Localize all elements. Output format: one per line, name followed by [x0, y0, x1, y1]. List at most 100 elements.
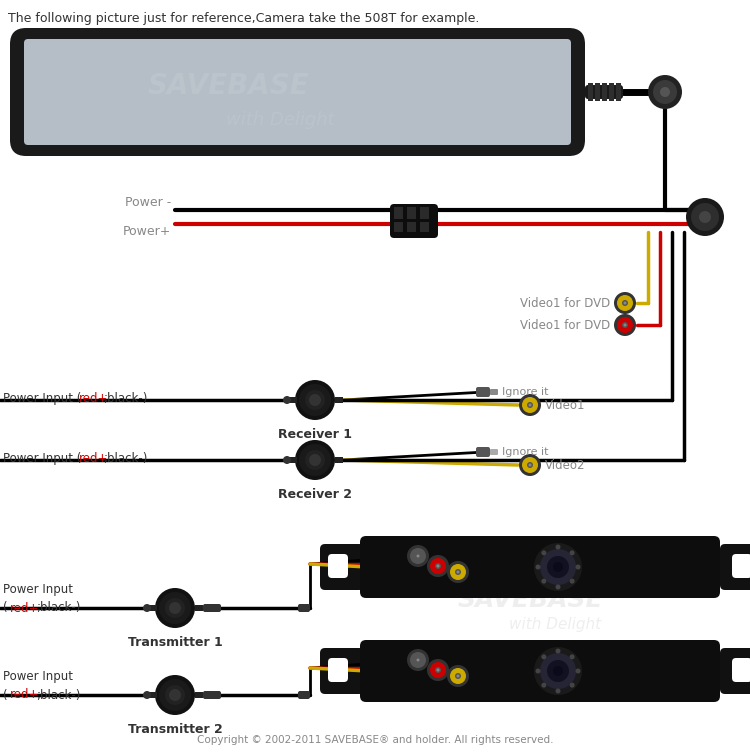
Circle shape [305, 450, 325, 470]
FancyBboxPatch shape [360, 536, 720, 598]
Circle shape [159, 592, 191, 624]
Text: Transmitter 1: Transmitter 1 [128, 636, 222, 649]
Circle shape [617, 295, 633, 311]
Text: Power Input (: Power Input ( [3, 392, 81, 404]
FancyBboxPatch shape [490, 389, 498, 395]
Circle shape [547, 660, 569, 682]
Text: SAVEBASE: SAVEBASE [458, 588, 603, 612]
FancyBboxPatch shape [298, 604, 310, 612]
Circle shape [570, 578, 574, 584]
Bar [394, 222, 403, 232]
Circle shape [614, 292, 636, 314]
Circle shape [295, 380, 335, 420]
Text: Ignore it: Ignore it [502, 387, 548, 397]
Text: Video1 for DVD: Video1 for DVD [520, 297, 610, 309]
Circle shape [622, 322, 628, 328]
Circle shape [436, 669, 439, 672]
Text: Power Input (: Power Input ( [3, 452, 81, 465]
Circle shape [407, 649, 429, 671]
Circle shape [522, 397, 538, 413]
Text: red+: red+ [79, 452, 108, 465]
Circle shape [450, 668, 466, 684]
Text: Ignore it: Ignore it [502, 447, 548, 457]
Circle shape [648, 75, 682, 109]
FancyBboxPatch shape [328, 554, 348, 578]
Circle shape [283, 396, 291, 404]
Circle shape [534, 543, 582, 591]
Circle shape [457, 675, 460, 678]
Bar [407, 207, 416, 219]
Text: with Delight: with Delight [509, 617, 601, 633]
Circle shape [299, 384, 331, 416]
Circle shape [169, 689, 181, 701]
FancyBboxPatch shape [390, 204, 438, 238]
Circle shape [143, 604, 151, 612]
Bar [147, 605, 157, 611]
Circle shape [415, 553, 421, 559]
Bar [147, 692, 157, 698]
Circle shape [410, 652, 426, 668]
FancyBboxPatch shape [328, 658, 348, 682]
Bar [287, 397, 297, 403]
Bar [335, 457, 343, 463]
FancyBboxPatch shape [720, 648, 750, 694]
FancyBboxPatch shape [585, 85, 623, 99]
FancyBboxPatch shape [320, 544, 364, 590]
Text: (: ( [3, 602, 8, 614]
Circle shape [447, 665, 469, 687]
Circle shape [299, 444, 331, 476]
FancyBboxPatch shape [476, 387, 490, 397]
Circle shape [556, 544, 560, 550]
Text: Power Input: Power Input [3, 670, 73, 683]
Bar [420, 222, 429, 232]
Text: The following picture just for reference,Camera take the 508T for example.: The following picture just for reference… [8, 12, 479, 25]
Bar [195, 605, 203, 611]
Circle shape [455, 673, 461, 679]
Circle shape [416, 659, 419, 661]
Circle shape [542, 550, 546, 556]
Circle shape [159, 679, 191, 711]
Bar [420, 207, 429, 219]
Circle shape [570, 683, 574, 687]
Circle shape [430, 558, 446, 574]
Text: Video1 for DVD: Video1 for DVD [520, 319, 610, 331]
FancyBboxPatch shape [476, 447, 490, 457]
Text: Power Input: Power Input [3, 583, 73, 596]
Circle shape [450, 564, 466, 580]
Text: Video2: Video2 [545, 459, 586, 471]
FancyBboxPatch shape [298, 691, 310, 699]
Text: (: ( [3, 688, 8, 702]
FancyBboxPatch shape [10, 28, 585, 156]
Circle shape [436, 565, 439, 568]
Circle shape [542, 578, 546, 584]
Circle shape [527, 402, 533, 408]
Bar [588, 83, 593, 101]
Text: Receiver 1: Receiver 1 [278, 428, 352, 441]
Bar [602, 83, 607, 101]
Text: red+: red+ [79, 392, 108, 404]
Circle shape [540, 549, 576, 585]
Text: Transmitter 2: Transmitter 2 [128, 723, 222, 736]
Circle shape [457, 571, 460, 574]
Text: Video1: Video1 [545, 398, 586, 411]
Circle shape [553, 562, 563, 572]
FancyBboxPatch shape [732, 658, 750, 682]
Circle shape [534, 647, 582, 695]
Circle shape [575, 565, 580, 569]
Bar [407, 222, 416, 232]
Circle shape [427, 555, 449, 577]
Circle shape [653, 80, 677, 104]
Circle shape [660, 87, 670, 97]
Circle shape [542, 683, 546, 687]
Circle shape [547, 556, 569, 578]
Bar [394, 207, 403, 219]
Circle shape [699, 211, 711, 223]
FancyBboxPatch shape [360, 640, 720, 702]
Text: Power -: Power - [124, 196, 171, 209]
Bar [595, 83, 600, 101]
Circle shape [529, 464, 532, 467]
Circle shape [416, 554, 419, 557]
Circle shape [427, 659, 449, 681]
Circle shape [617, 317, 633, 333]
Circle shape [165, 598, 185, 618]
